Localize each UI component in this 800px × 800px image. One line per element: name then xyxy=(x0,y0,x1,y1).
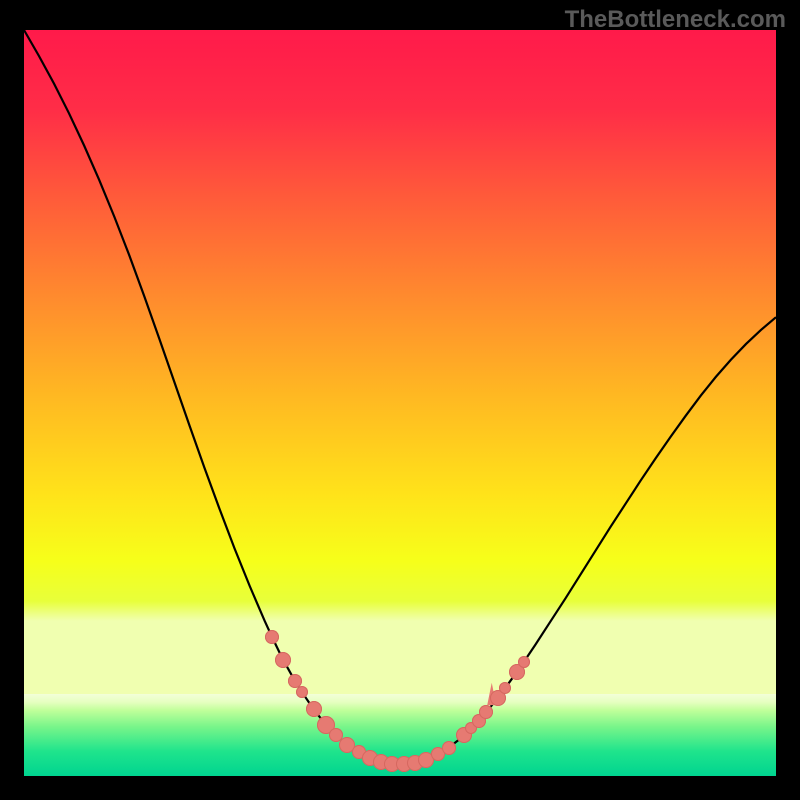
data-marker xyxy=(306,701,322,717)
curve-layer xyxy=(24,30,776,776)
watermark-text: TheBottleneck.com xyxy=(565,6,786,34)
bottleneck-curve xyxy=(24,30,776,764)
data-marker xyxy=(265,630,279,644)
data-marker xyxy=(296,686,308,698)
data-marker xyxy=(479,705,493,719)
data-marker xyxy=(499,682,511,694)
data-marker xyxy=(288,674,302,688)
plot-area xyxy=(24,30,776,776)
data-marker xyxy=(442,741,456,755)
data-marker xyxy=(518,656,530,668)
data-marker xyxy=(275,652,291,668)
